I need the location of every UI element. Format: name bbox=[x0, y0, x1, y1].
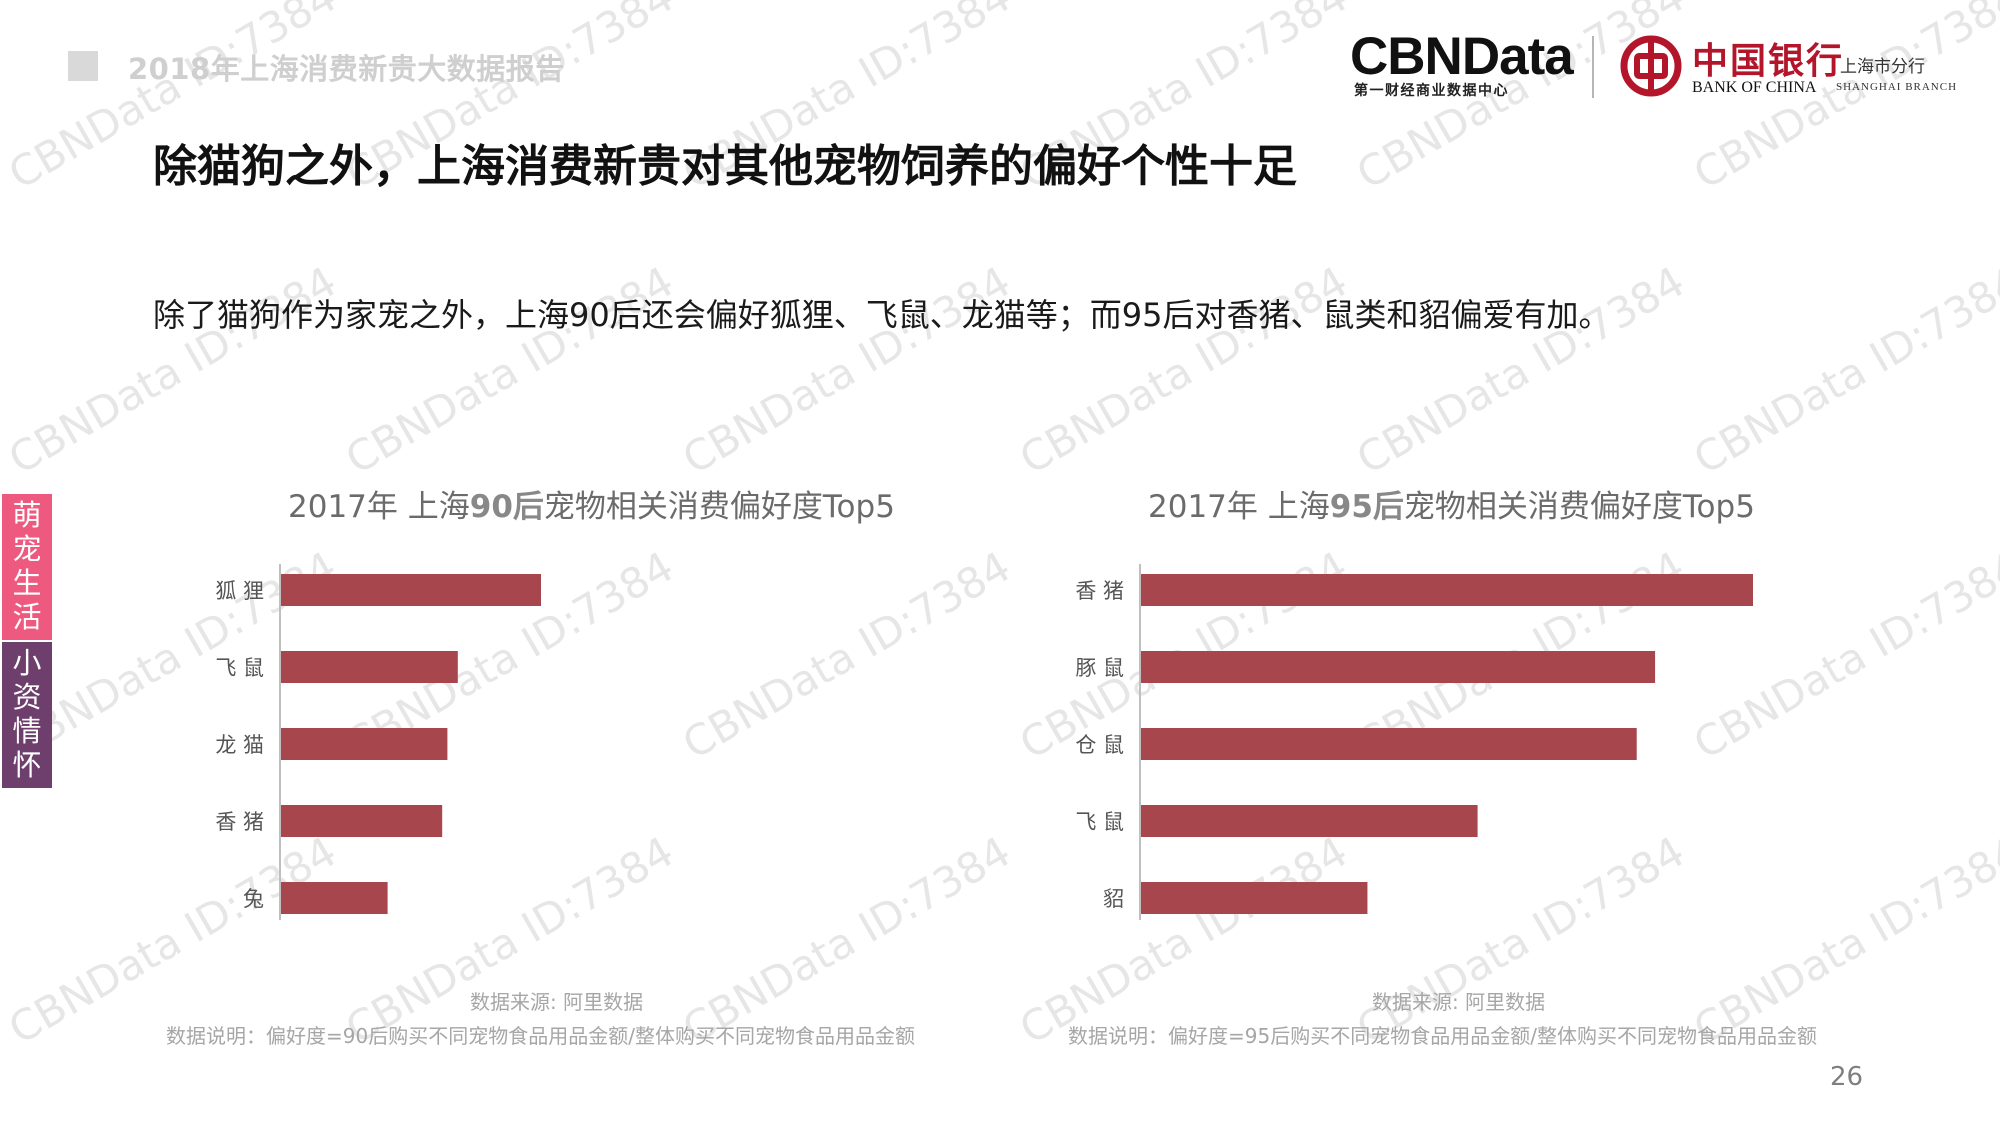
chart-90s-category-label-4: 兔 bbox=[243, 887, 264, 911]
chart-90s-category-label-2: 龙 猫 bbox=[215, 733, 264, 757]
chart-95s-title-bold: 95后 bbox=[1329, 489, 1404, 525]
chart-90s-category-label-1: 飞 鼠 bbox=[215, 656, 264, 680]
chart-90s-note: 数据说明：偏好度=90后购买不同宠物食品用品金额/整体购买不同宠物食品用品金额 bbox=[166, 1024, 915, 1048]
chart-90s-bar-2 bbox=[281, 728, 448, 760]
chart-95s-title-suffix: 宠物相关消费偏好度Top5 bbox=[1403, 489, 1755, 525]
chart-90s-bar-3 bbox=[281, 805, 443, 837]
chart-95s-bar-3 bbox=[1141, 805, 1478, 837]
chart-90s-bar-0 bbox=[281, 574, 541, 606]
chart-95s-bar-0 bbox=[1141, 574, 1753, 606]
chart-95s-title: 2017年 上海95后宠物相关消费偏好度Top5 bbox=[1148, 481, 1755, 526]
chart-90s-title: 2017年 上海90后宠物相关消费偏好度Top5 bbox=[288, 481, 895, 526]
chart-90s-title-suffix: 宠物相关消费偏好度Top5 bbox=[543, 489, 895, 525]
chart-90s-bar-4 bbox=[281, 882, 388, 914]
logo-divider bbox=[1592, 36, 1594, 98]
chart-95s-category-label-0: 香 猪 bbox=[1075, 579, 1124, 603]
side-tab-pet-life-label: 萌宠生活 bbox=[12, 498, 42, 634]
page-subtitle: 除了猫狗作为家宠之外，上海90后还会偏好狐狸、飞鼠、龙猫等；而95后对香猪、鼠类… bbox=[153, 296, 1611, 334]
bank-of-china-emblem bbox=[1620, 35, 1682, 97]
chart-90s-category-label-3: 香 猪 bbox=[215, 810, 264, 834]
chart-95s-title-prefix: 2017年 上海 bbox=[1148, 489, 1330, 525]
chart-95s-category-label-1: 豚 鼠 bbox=[1075, 656, 1124, 680]
branch-name-en: SHANGHAI BRANCH bbox=[1836, 81, 1958, 93]
cbndata-logo: CBNData bbox=[1350, 27, 1574, 86]
chart-90s-bar-1 bbox=[281, 651, 458, 683]
header-marker bbox=[68, 51, 98, 81]
page-title: 除猫狗之外，上海消费新贵对其他宠物饲养的偏好个性十足 bbox=[153, 141, 1297, 192]
watermark-text: CBNData ID:7384 bbox=[1686, 257, 2000, 484]
watermark-text: CBNData ID:7384 bbox=[1686, 0, 2000, 199]
side-tab-pet-life: 萌宠生活 bbox=[2, 494, 52, 640]
branch-name-cn: 上海市分行 bbox=[1840, 57, 1925, 77]
side-tab-petty-bourgeois-label: 小资情怀 bbox=[12, 646, 42, 782]
bank-of-china-logo-en: BANK OF CHINA bbox=[1692, 79, 1817, 96]
chart-95s-category-label-3: 飞 鼠 bbox=[1075, 810, 1124, 834]
chart-90s-title-prefix: 2017年 上海 bbox=[288, 489, 470, 525]
chart-95s-source: 数据来源: 阿里数据 bbox=[1372, 990, 1546, 1014]
chart-90s-source: 数据来源: 阿里数据 bbox=[470, 990, 644, 1014]
chart-95s: 香 猪豚 鼠仓 鼠飞 鼠貂 bbox=[1075, 564, 1753, 920]
chart-95s-bar-2 bbox=[1141, 728, 1637, 760]
chart-90s: 狐 狸飞 鼠龙 猫香 猪兔 bbox=[215, 564, 541, 920]
chart-95s-bar-4 bbox=[1141, 882, 1368, 914]
chart-90s-category-label-0: 狐 狸 bbox=[215, 579, 264, 603]
cbndata-logo-subtitle: 第一财经商业数据中心 bbox=[1354, 83, 1509, 99]
chart-95s-category-label-4: 貂 bbox=[1103, 887, 1124, 911]
chart-95s-category-label-2: 仓 鼠 bbox=[1075, 733, 1124, 757]
chart-95s-bar-1 bbox=[1141, 651, 1656, 683]
page-number: 26 bbox=[1830, 1062, 1864, 1092]
chart-90s-title-bold: 90后 bbox=[469, 489, 544, 525]
chart-95s-note: 数据说明：偏好度=95后购买不同宠物食品用品金额/整体购买不同宠物食品用品金额 bbox=[1068, 1024, 1817, 1048]
report-title: 2018年上海消费新贵大数据报告 bbox=[128, 52, 565, 86]
side-tab: 萌宠生活 小资情怀 bbox=[2, 494, 52, 788]
bank-of-china-logo-cn: 中国银行 bbox=[1692, 40, 1845, 82]
side-tab-petty-bourgeois: 小资情怀 bbox=[2, 642, 52, 788]
